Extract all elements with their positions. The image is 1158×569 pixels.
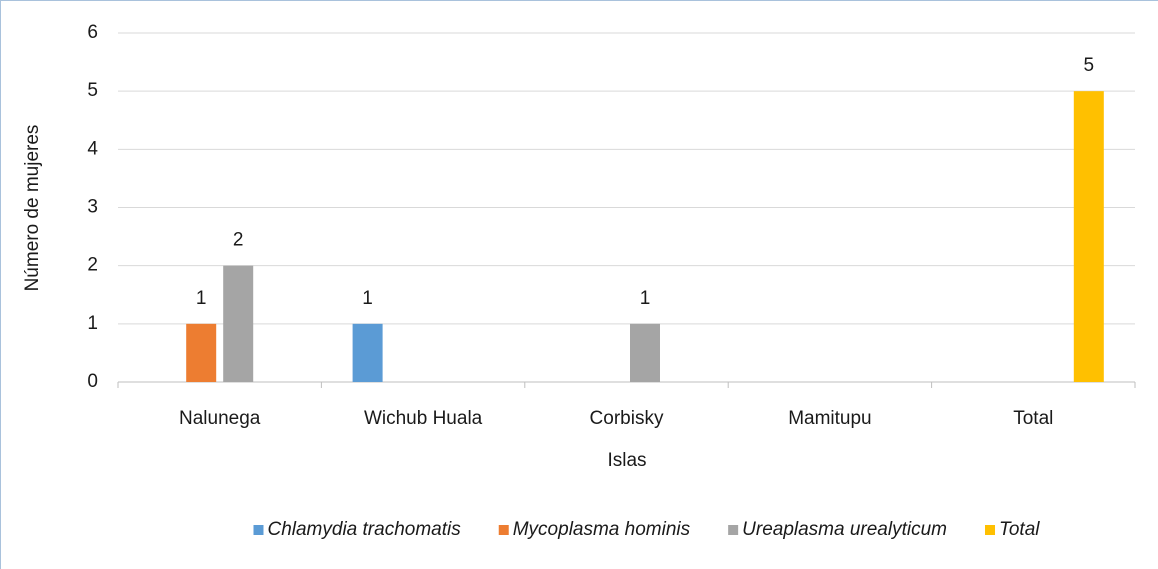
data-label: 1	[362, 288, 373, 309]
x-tick-label: Corbisky	[590, 408, 664, 429]
y-tick-label: 5	[87, 80, 98, 101]
data-label: 5	[1084, 55, 1095, 76]
bar	[223, 265, 254, 382]
y-tick-label: 0	[87, 371, 98, 392]
x-axis-title: Islas	[607, 450, 646, 471]
x-tick-label: Nalunega	[179, 408, 261, 429]
legend-label: Ureaplasma urealyticum	[742, 519, 947, 540]
x-tick-label: Total	[1013, 408, 1053, 429]
x-tick-label: Wichub Huala	[364, 408, 483, 429]
bar	[630, 323, 660, 382]
y-tick-label: 3	[87, 197, 98, 218]
legend-label: Chlamydia trachomatis	[267, 519, 461, 540]
legend-swatch	[985, 525, 996, 535]
y-tick-label: 1	[87, 313, 98, 334]
x-tick-label: Mamitupu	[788, 408, 871, 429]
y-tick-label: 2	[87, 255, 98, 276]
bar	[1073, 91, 1104, 383]
y-tick-label: 6	[87, 22, 98, 43]
legend-swatch	[253, 525, 264, 535]
legend-label: Total	[999, 519, 1040, 540]
legend-label: Mycoplasma hominis	[513, 519, 691, 540]
legend-swatch	[728, 525, 739, 535]
y-tick-label: 4	[87, 138, 98, 159]
data-label: 1	[196, 288, 207, 309]
data-label: 2	[233, 230, 244, 251]
legend-swatch	[498, 525, 509, 535]
bar	[186, 323, 217, 382]
y-axis-title: Número de mujeres	[22, 125, 43, 292]
data-label: 1	[640, 288, 651, 309]
bar	[352, 323, 383, 382]
